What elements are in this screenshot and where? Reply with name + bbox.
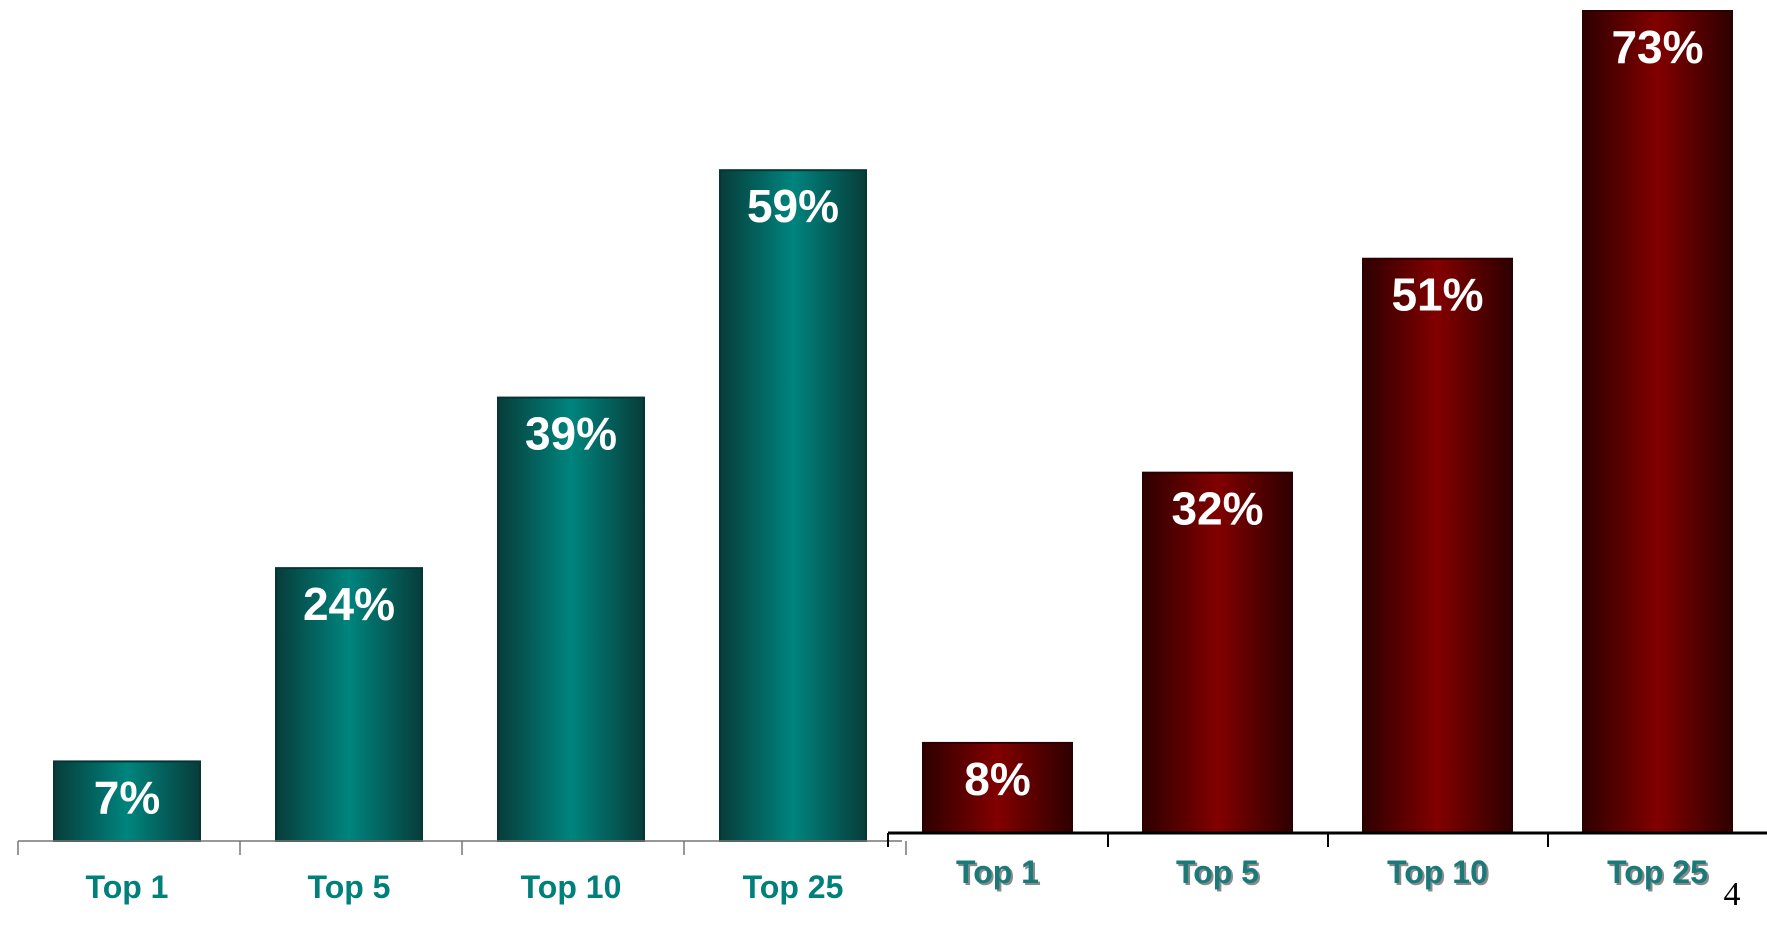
- chart-left: 7% 24% 39% 59% Top 1 Top 5 Top 10 Top 25: [17, 169, 907, 905]
- tick-label-shadow: Top 10: [1389, 856, 1490, 892]
- tick-label-top-5: Top 5: [1176, 854, 1259, 890]
- value-label: 59%: [747, 180, 839, 232]
- tick-label-top-5: Top 5: [308, 869, 391, 905]
- tick-label-top-25: Top 25: [1607, 854, 1708, 890]
- value-label: 32%: [1171, 483, 1263, 535]
- bar-top-5: [275, 567, 423, 842]
- tick-label-top-1: Top 1: [86, 869, 169, 905]
- value-label: 8%: [964, 753, 1030, 805]
- value-label: 24%: [303, 578, 395, 630]
- value-label: 51%: [1391, 269, 1483, 321]
- bar-top-1: [922, 741, 1073, 834]
- value-label: 73%: [1611, 21, 1703, 73]
- tick-label-top-1: Top 1: [956, 854, 1039, 890]
- tick-label-shadow: Top 5: [1178, 856, 1261, 892]
- bar-top-25: [1582, 10, 1733, 834]
- value-label: 7%: [94, 771, 160, 823]
- bar-top-10: [497, 396, 645, 842]
- value-label: 39%: [525, 408, 617, 460]
- tick-label-top-10: Top 10: [1387, 854, 1488, 890]
- bar-top-10: [1362, 257, 1513, 834]
- tick-label-top-25: Top 25: [743, 869, 844, 905]
- tick-label-shadow: Top 25: [1609, 856, 1710, 892]
- page-number: 4: [1723, 876, 1741, 913]
- bar-top-5: [1142, 471, 1293, 834]
- tick-label-shadow: Top 1: [958, 856, 1041, 892]
- tick-label-top-10: Top 10: [521, 869, 622, 905]
- bar-top-1: [53, 760, 201, 842]
- bar-top-25: [719, 169, 867, 842]
